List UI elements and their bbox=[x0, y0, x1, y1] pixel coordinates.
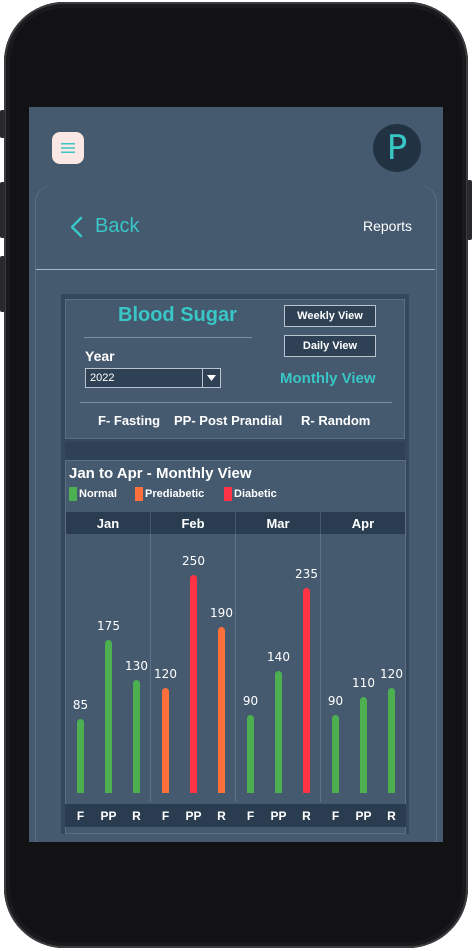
weekly-view-button[interactable]: Weekly View bbox=[284, 305, 376, 327]
bar-value-label: 110 bbox=[352, 676, 375, 691]
bar-value-label: 190 bbox=[210, 606, 233, 621]
menu-button[interactable] bbox=[52, 132, 84, 164]
legend-swatch-normal bbox=[69, 487, 77, 501]
bar-jan-r bbox=[133, 679, 140, 793]
power-button bbox=[467, 180, 472, 240]
bar-feb-r bbox=[218, 627, 225, 793]
bar-jan-f bbox=[77, 718, 84, 793]
bar-value-label: 130 bbox=[125, 658, 148, 673]
daily-view-button[interactable]: Daily View bbox=[284, 335, 376, 357]
sub-category-label-r: R bbox=[387, 809, 396, 823]
sub-category-footer bbox=[65, 804, 406, 827]
month-header-feb: Feb bbox=[151, 512, 235, 534]
sub-category-label-pp: PP bbox=[100, 809, 117, 823]
legend-swatch-diabetic bbox=[224, 487, 232, 501]
bar-apr-r bbox=[388, 688, 395, 793]
legend-label-diabetic: Diabetic bbox=[234, 488, 277, 500]
month-header-apr: Apr bbox=[321, 512, 405, 534]
bar-value-label: 120 bbox=[380, 667, 403, 682]
bar-feb-pp bbox=[190, 575, 197, 793]
bar-apr-f bbox=[332, 714, 339, 793]
year-select[interactable]: 2022 bbox=[85, 368, 221, 388]
bar-apr-pp bbox=[360, 697, 367, 793]
month-separator bbox=[235, 534, 236, 802]
hamburger-icon bbox=[61, 143, 75, 153]
month-separator bbox=[150, 534, 151, 802]
bar-value-label: 120 bbox=[154, 667, 177, 682]
sub-category-label-f: F bbox=[76, 809, 85, 823]
volume-down-button bbox=[0, 256, 5, 312]
back-label: Back bbox=[95, 215, 140, 237]
abbrev-fasting: F- Fasting bbox=[98, 413, 161, 428]
sub-category-label-r: R bbox=[132, 809, 141, 823]
bar-mar-pp bbox=[275, 670, 282, 793]
legend-label-normal: Normal bbox=[79, 488, 117, 500]
bar-value-label: 90 bbox=[242, 693, 259, 708]
month-separator bbox=[320, 534, 321, 802]
header-divider bbox=[36, 269, 435, 270]
sub-category-label-r: R bbox=[217, 809, 226, 823]
chart-title: Jan to Apr - Monthly View bbox=[69, 465, 252, 482]
back-button[interactable]: Back bbox=[69, 215, 139, 238]
title-divider bbox=[84, 337, 252, 338]
month-header-mar: Mar bbox=[236, 512, 320, 534]
bar-mar-f bbox=[247, 714, 254, 793]
dropdown-arrow-icon bbox=[202, 369, 220, 387]
bar-value-label: 90 bbox=[327, 693, 344, 708]
abbrev-random: R- Random bbox=[301, 413, 371, 428]
app-screen: P Back Reports Blood Sugar Weekly View D… bbox=[29, 107, 443, 842]
sub-category-label-f: F bbox=[246, 809, 255, 823]
sub-category-label-pp: PP bbox=[185, 809, 202, 823]
avatar[interactable]: P bbox=[373, 124, 421, 172]
sub-category-label-f: F bbox=[331, 809, 340, 823]
chevron-left-icon bbox=[70, 216, 83, 237]
legend-prediabetic: Prediabetic bbox=[135, 487, 204, 501]
bar-value-label: 250 bbox=[182, 554, 205, 568]
bar-value-label: 175 bbox=[97, 619, 120, 634]
legend-label-prediabetic: Prediabetic bbox=[145, 488, 205, 500]
volume-up-button bbox=[0, 182, 5, 238]
bar-jan-pp bbox=[105, 640, 112, 793]
year-value: 2022 bbox=[90, 372, 115, 384]
bar-value-label: 85 bbox=[72, 697, 89, 712]
bar-feb-f bbox=[162, 688, 169, 793]
legend-swatch-prediabetic bbox=[135, 487, 143, 501]
reports-link[interactable]: Reports bbox=[363, 218, 413, 234]
sub-category-label-r: R bbox=[302, 809, 311, 823]
bar-value-label: 140 bbox=[267, 649, 290, 664]
bar-value-label: 235 bbox=[295, 567, 318, 582]
monthly-view-label[interactable]: Monthly View bbox=[280, 370, 376, 387]
legend-normal: Normal bbox=[69, 487, 117, 501]
blood-sugar-title: Blood Sugar bbox=[118, 304, 237, 326]
year-label: Year bbox=[85, 348, 115, 364]
section-gap bbox=[65, 442, 405, 460]
sub-category-label-pp: PP bbox=[355, 809, 372, 823]
controls-divider bbox=[80, 402, 392, 403]
legend-diabetic: Diabetic bbox=[224, 487, 277, 501]
bar-mar-r bbox=[303, 588, 310, 793]
month-header-jan: Jan bbox=[66, 512, 150, 534]
sub-category-label-pp: PP bbox=[270, 809, 287, 823]
mute-switch bbox=[0, 110, 5, 138]
abbrev-post-prandial: PP- Post Prandial bbox=[174, 413, 283, 428]
sub-category-label-f: F bbox=[161, 809, 170, 823]
